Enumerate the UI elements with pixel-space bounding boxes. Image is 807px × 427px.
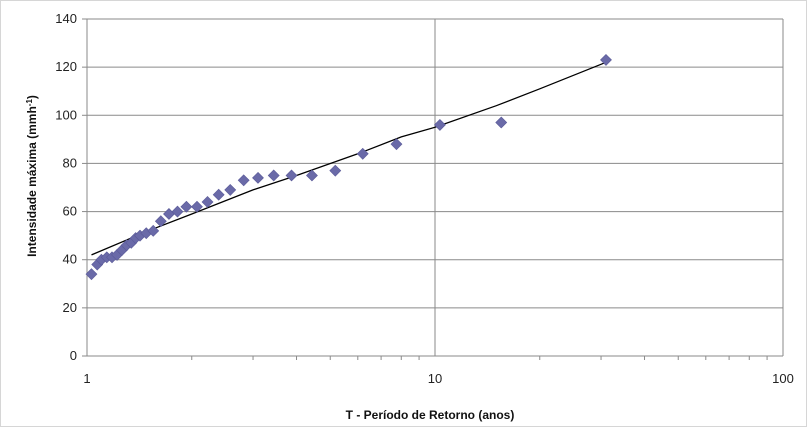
tick-labels: 0 20 40 60 80 100 120 140 1 10 100 xyxy=(55,11,794,386)
data-point xyxy=(180,200,193,213)
data-point xyxy=(85,268,98,281)
data-point xyxy=(171,205,184,218)
data-point xyxy=(356,147,369,160)
x-axis-title: T - Período de Retorno (anos) xyxy=(346,408,515,422)
y-axis-title: Intensidade máxima (mmh-1) xyxy=(25,95,40,257)
data-point xyxy=(191,200,203,213)
data-point xyxy=(224,183,237,196)
y-tick-label: 0 xyxy=(70,348,77,363)
data-point xyxy=(600,53,612,66)
y-axis-title-tail: ) xyxy=(25,95,39,99)
y-tick-label: 80 xyxy=(63,155,77,170)
gridlines xyxy=(82,18,784,360)
data-point xyxy=(201,196,214,208)
data-point xyxy=(495,116,508,129)
data-point xyxy=(329,164,342,177)
data-point xyxy=(285,169,298,182)
y-tick-label: 40 xyxy=(63,252,77,267)
y-tick-label: 100 xyxy=(55,107,77,122)
data-point xyxy=(390,138,403,151)
data-point xyxy=(237,174,250,187)
data-point xyxy=(252,171,264,184)
data-point xyxy=(433,118,446,131)
data-point xyxy=(154,215,167,228)
y-tick-label: 140 xyxy=(55,11,77,26)
y-axis-title-main: Intensidade máxima (mmh xyxy=(25,106,39,257)
x-tick-label: 100 xyxy=(772,371,794,386)
y-tick-label: 60 xyxy=(63,204,77,219)
data-point xyxy=(212,188,225,201)
y-tick-label: 120 xyxy=(55,59,77,74)
y-axis-title-sup: -1 xyxy=(25,99,34,107)
data-point xyxy=(147,224,160,237)
data-point xyxy=(267,169,280,182)
x-tick-label: 1 xyxy=(83,371,90,386)
data-points xyxy=(85,53,612,281)
x-tick-label: 10 xyxy=(428,371,442,386)
data-point xyxy=(306,169,318,182)
y-tick-label: 20 xyxy=(63,300,77,315)
